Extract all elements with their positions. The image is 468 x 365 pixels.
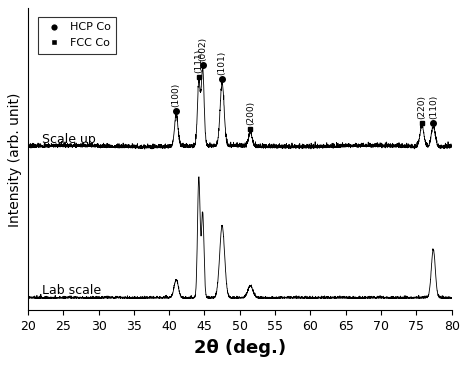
Text: Scale up: Scale up xyxy=(42,133,96,146)
Text: (220): (220) xyxy=(417,95,426,119)
Text: (002): (002) xyxy=(198,37,207,61)
Text: (200): (200) xyxy=(246,101,255,125)
Text: (100): (100) xyxy=(172,83,181,107)
Legend: HCP Co, FCC Co: HCP Co, FCC Co xyxy=(38,17,117,54)
Text: (101): (101) xyxy=(218,51,227,75)
Text: Lab scale: Lab scale xyxy=(42,284,101,297)
Y-axis label: Intensity (arb. unit): Intensity (arb. unit) xyxy=(8,92,22,227)
Text: (110): (110) xyxy=(429,95,438,119)
Text: (111): (111) xyxy=(194,49,203,73)
X-axis label: 2θ (deg.): 2θ (deg.) xyxy=(194,339,286,357)
